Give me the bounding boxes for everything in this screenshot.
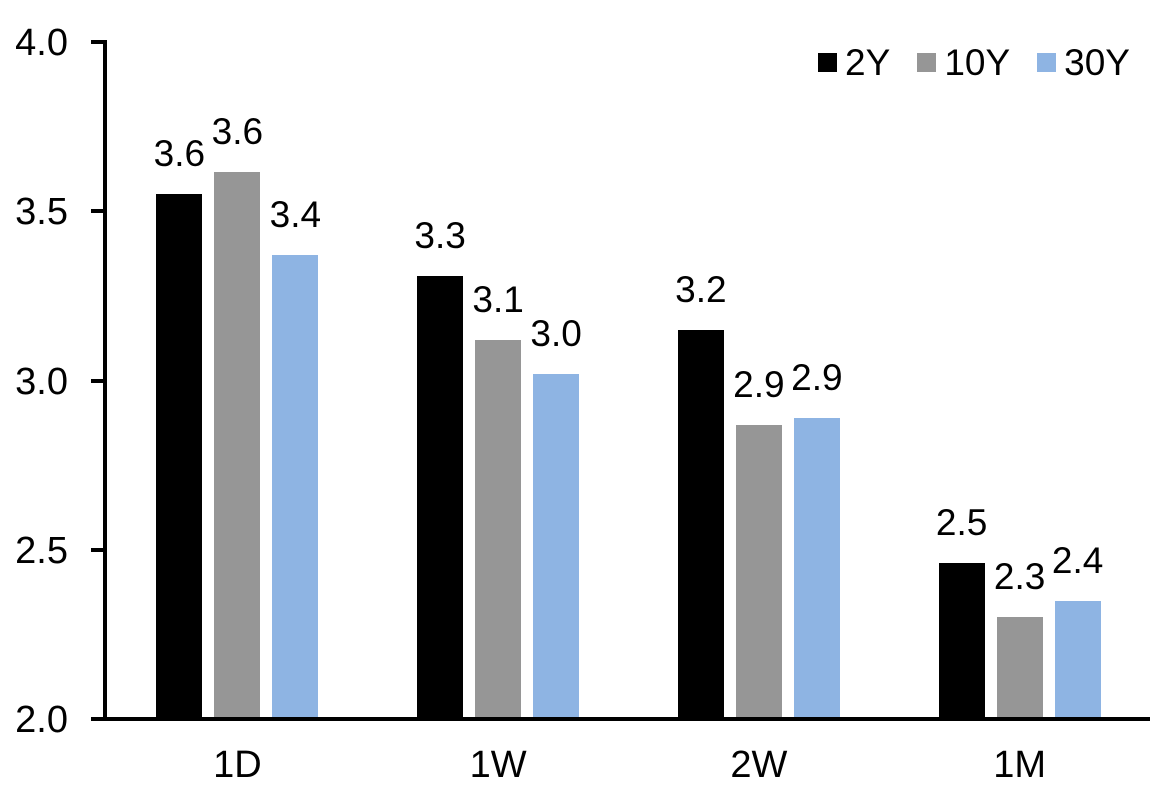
- y-tick-label: 4.0: [15, 22, 68, 64]
- bar-2y-1d: [156, 194, 203, 717]
- x-category-label-2w: 2W: [730, 744, 788, 786]
- y-tick-mark: [91, 209, 103, 214]
- bar-2y-1m: [938, 563, 985, 717]
- bar-30y-1w: [533, 373, 580, 717]
- legend-label: 30Y: [1064, 42, 1130, 83]
- legend-swatch-icon: [818, 53, 838, 72]
- y-tick-label: 3.0: [15, 360, 68, 403]
- bar-value-label: 3.1: [472, 278, 524, 320]
- y-tick-mark: [91, 547, 103, 552]
- bar-value-label: 2.4: [1051, 539, 1104, 581]
- bar-value-label: 3.6: [153, 133, 206, 175]
- bar-value-label: 3.0: [530, 312, 582, 354]
- bar-value-label: 3.4: [269, 194, 322, 236]
- legend-item-10y: 10Y: [917, 44, 1010, 81]
- y-tick-label: 2.5: [15, 529, 68, 572]
- legend: 2Y 10Y 30Y: [818, 44, 1130, 81]
- bar-10y-2w: [735, 424, 782, 717]
- bar-value-label: 2.9: [791, 356, 843, 398]
- legend-swatch-icon: [917, 53, 937, 72]
- legend-label: 10Y: [944, 42, 1011, 83]
- bar-2y-1w: [417, 275, 464, 717]
- bar-2y-2w: [677, 329, 724, 717]
- y-tick-mark: [91, 717, 103, 721]
- y-tick-mark: [91, 378, 103, 383]
- x-axis-line: [91, 717, 1150, 721]
- bar-30y-1m: [1054, 600, 1101, 717]
- bar-value-label: 2.3: [993, 556, 1046, 598]
- bar-30y-2w: [793, 417, 840, 717]
- bar-10y-1m: [996, 617, 1043, 717]
- bar-value-label: 2.9: [733, 363, 785, 405]
- bar-value-label: 3.2: [675, 268, 727, 310]
- y-tick-mark: [91, 40, 103, 44]
- legend-swatch-icon: [1037, 53, 1057, 72]
- y-axis-line: [103, 40, 107, 721]
- bar-value-label: 3.6: [211, 111, 264, 153]
- y-tick-label: 2.0: [15, 699, 68, 741]
- bar-10y-1w: [475, 339, 522, 717]
- bar-30y-1d: [272, 255, 319, 717]
- bar-value-label: 3.3: [414, 214, 466, 256]
- y-tick-label: 3.5: [15, 191, 68, 234]
- x-category-label-1w: 1W: [469, 744, 527, 786]
- legend-item-30y: 30Y: [1037, 44, 1130, 81]
- x-category-label-1d: 1D: [213, 744, 262, 786]
- x-category-label-1m: 1M: [993, 744, 1047, 786]
- bar-value-label: 2.5: [935, 502, 988, 544]
- bar-10y-1d: [214, 172, 261, 717]
- legend-label: 2Y: [845, 42, 891, 83]
- legend-item-2y: 2Y: [818, 44, 890, 81]
